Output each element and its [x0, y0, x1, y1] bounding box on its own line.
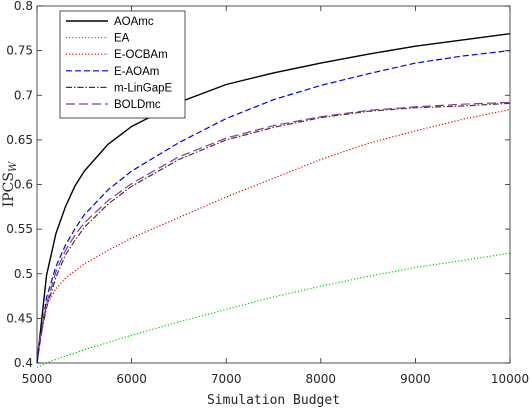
- ticks-layer: 5000 6000 7000 8000 9000 10000 0.4 0.45 0.5 0.55 0…: [6, 0, 529, 386]
- series-line-m-lingape: [36, 102, 511, 355]
- x-tick-label: 9000: [400, 372, 431, 386]
- x-tick-label: 7000: [211, 372, 242, 386]
- y-tick-label: 0.65: [6, 133, 33, 147]
- series-line-e-aoam: [36, 50, 511, 364]
- x-tick-label: 8000: [306, 372, 337, 386]
- legend-label: BOLDmc: [114, 99, 161, 111]
- x-tick-label: 6000: [116, 372, 147, 386]
- y-tick-label: 0.45: [6, 311, 33, 325]
- y-tick-label: 0.8: [14, 0, 33, 13]
- legend-label: E-OCBAm: [114, 49, 168, 61]
- legend-label: AOAmc: [114, 16, 154, 28]
- y-axis-title: IPCSW: [1, 161, 19, 207]
- x-axis-title: Simulation Budget: [207, 393, 340, 408]
- series-line-boldmc: [36, 101, 511, 355]
- y-tick-label: 0.55: [6, 222, 33, 236]
- series-layer: [36, 33, 511, 369]
- series-line-ea: [36, 252, 511, 369]
- y-axis-title-subscript: W: [8, 161, 19, 172]
- series-line-e-ocbam: [36, 108, 511, 359]
- legend-label: m-LinGapE: [114, 82, 172, 94]
- legend-label: EA: [114, 33, 130, 45]
- y-axis-title-main: IPCS: [1, 172, 17, 207]
- y-tick-label: 0.4: [14, 356, 33, 370]
- legend: AOAmc EA E-OCBAm E-AOAm m-LinGapE BOLDmc: [59, 10, 186, 119]
- legend-label: E-AOAm: [114, 66, 159, 78]
- y-tick-label: 0.6: [14, 178, 33, 192]
- x-tick-label: 10000: [491, 372, 529, 386]
- y-tick-label: 0.5: [14, 267, 33, 281]
- x-tick-label: 5000: [22, 372, 53, 386]
- y-tick-label: 0.75: [6, 44, 33, 58]
- y-tick-label: 0.7: [14, 88, 33, 102]
- legend-box: [59, 10, 186, 119]
